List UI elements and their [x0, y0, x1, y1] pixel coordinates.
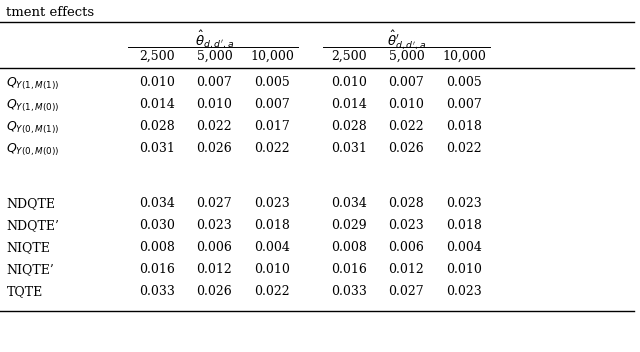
Text: 0.010: 0.010 [139, 76, 175, 89]
Text: 0.023: 0.023 [446, 197, 482, 210]
Text: 0.005: 0.005 [254, 76, 290, 89]
Text: 2,500: 2,500 [139, 50, 175, 63]
Text: 0.022: 0.022 [446, 142, 482, 155]
Text: 5,000: 5,000 [388, 50, 424, 63]
Text: 0.007: 0.007 [388, 76, 424, 89]
Text: 0.033: 0.033 [139, 285, 175, 298]
Text: 0.007: 0.007 [446, 98, 482, 111]
Text: 0.010: 0.010 [196, 98, 232, 111]
Text: 0.023: 0.023 [196, 219, 232, 232]
Text: 10,000: 10,000 [442, 50, 486, 63]
Text: 0.026: 0.026 [196, 285, 232, 298]
Text: $Q_{Y(0,M(1))}$: $Q_{Y(0,M(1))}$ [6, 120, 60, 136]
Text: $Q_{Y(1,M(1))}$: $Q_{Y(1,M(1))}$ [6, 76, 60, 92]
Text: 0.023: 0.023 [254, 197, 290, 210]
Text: 0.012: 0.012 [388, 263, 424, 276]
Text: 0.006: 0.006 [388, 241, 424, 254]
Text: $Q_{Y(1,M(0))}$: $Q_{Y(1,M(0))}$ [6, 98, 60, 114]
Text: 0.014: 0.014 [139, 98, 175, 111]
Text: tment effects: tment effects [6, 6, 95, 19]
Text: 0.004: 0.004 [446, 241, 482, 254]
Text: 0.026: 0.026 [196, 142, 232, 155]
Text: 0.018: 0.018 [254, 219, 290, 232]
Text: NIQTE: NIQTE [6, 241, 51, 254]
Text: 0.008: 0.008 [139, 241, 175, 254]
Text: $\hat{\theta}^{\prime}_{d,d^{\prime},a}$: $\hat{\theta}^{\prime}_{d,d^{\prime},a}$ [387, 28, 426, 52]
Text: 0.027: 0.027 [388, 285, 424, 298]
Text: 0.010: 0.010 [254, 263, 290, 276]
Text: 0.028: 0.028 [331, 120, 367, 133]
Text: 0.022: 0.022 [388, 120, 424, 133]
Text: 0.016: 0.016 [139, 263, 175, 276]
Text: 0.022: 0.022 [196, 120, 232, 133]
Text: 0.028: 0.028 [139, 120, 175, 133]
Text: $\hat{\theta}_{d,d^{\prime},a}$: $\hat{\theta}_{d,d^{\prime},a}$ [195, 28, 234, 51]
Text: NDQTE: NDQTE [6, 197, 56, 210]
Text: 0.027: 0.027 [196, 197, 232, 210]
Text: 0.017: 0.017 [254, 120, 290, 133]
Text: 0.018: 0.018 [446, 120, 482, 133]
Text: 0.029: 0.029 [331, 219, 367, 232]
Text: 5,000: 5,000 [196, 50, 232, 63]
Text: 0.014: 0.014 [331, 98, 367, 111]
Text: 0.010: 0.010 [388, 98, 424, 111]
Text: 0.016: 0.016 [331, 263, 367, 276]
Text: NDQTE’: NDQTE’ [6, 219, 60, 232]
Text: NIQTE’: NIQTE’ [6, 263, 54, 276]
Text: 0.031: 0.031 [331, 142, 367, 155]
Text: 0.023: 0.023 [388, 219, 424, 232]
Text: 0.007: 0.007 [196, 76, 232, 89]
Text: 0.008: 0.008 [331, 241, 367, 254]
Text: 0.010: 0.010 [446, 263, 482, 276]
Text: 0.007: 0.007 [254, 98, 290, 111]
Text: 0.034: 0.034 [139, 197, 175, 210]
Text: 0.018: 0.018 [446, 219, 482, 232]
Text: 0.023: 0.023 [446, 285, 482, 298]
Text: 0.030: 0.030 [139, 219, 175, 232]
Text: 0.006: 0.006 [196, 241, 232, 254]
Text: 0.031: 0.031 [139, 142, 175, 155]
Text: 2,500: 2,500 [331, 50, 367, 63]
Text: 10,000: 10,000 [250, 50, 294, 63]
Text: TQTE: TQTE [6, 285, 43, 298]
Text: $Q_{Y(0,M(0))}$: $Q_{Y(0,M(0))}$ [6, 142, 60, 158]
Text: 0.005: 0.005 [446, 76, 482, 89]
Text: 0.026: 0.026 [388, 142, 424, 155]
Text: 0.010: 0.010 [331, 76, 367, 89]
Text: 0.033: 0.033 [331, 285, 367, 298]
Text: 0.022: 0.022 [254, 285, 290, 298]
Text: 0.012: 0.012 [196, 263, 232, 276]
Text: 0.004: 0.004 [254, 241, 290, 254]
Text: 0.022: 0.022 [254, 142, 290, 155]
Text: 0.034: 0.034 [331, 197, 367, 210]
Text: 0.028: 0.028 [388, 197, 424, 210]
